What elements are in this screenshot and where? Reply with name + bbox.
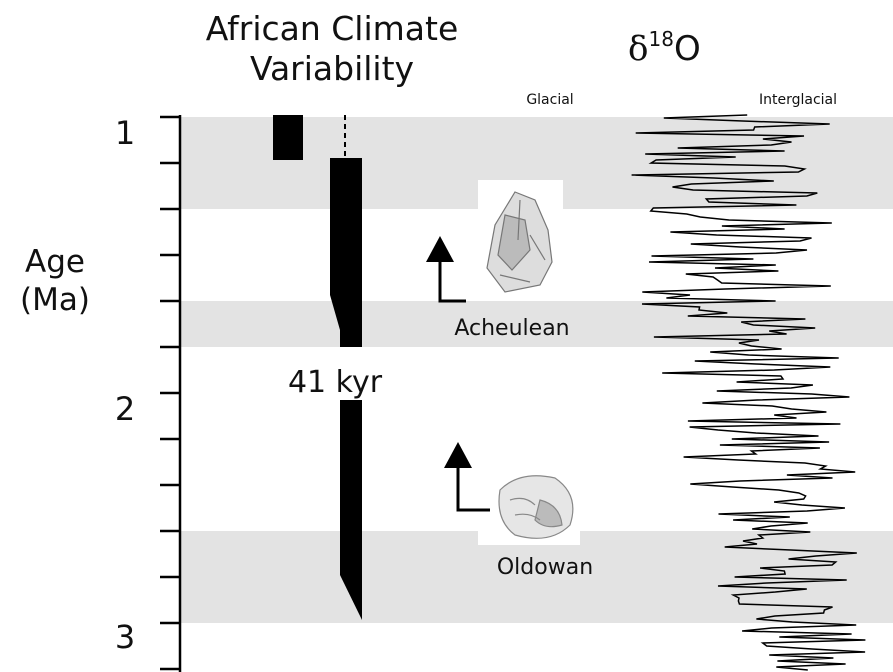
tick-label: 2 (115, 390, 135, 428)
isotope-base: δ (628, 29, 648, 69)
period-label: 41 kyr (288, 365, 383, 400)
tick-label: 3 (115, 618, 135, 656)
title: Variability (250, 49, 414, 88)
tick-label: 1 (115, 114, 135, 152)
curve-label: Glacial (526, 92, 573, 108)
arrowhead (444, 442, 472, 468)
arrowhead (426, 236, 454, 262)
isotope-end: O (674, 29, 701, 69)
figure: African Climate Variability δ18O Glacial… (0, 0, 893, 672)
tool-label: Acheulean (454, 316, 569, 341)
tool-label: Oldowan (497, 555, 593, 580)
age-axis (160, 115, 180, 672)
title: African Climate (206, 9, 459, 48)
isotope-sup: 18 (648, 27, 673, 51)
axis-label: Age (25, 244, 85, 280)
curve-label: Interglacial (759, 92, 837, 108)
oldowan-chopper (499, 476, 573, 539)
climate-bar (273, 115, 303, 160)
isotope-label: δ18O (628, 27, 701, 69)
axis-label: (Ma) (20, 282, 90, 318)
